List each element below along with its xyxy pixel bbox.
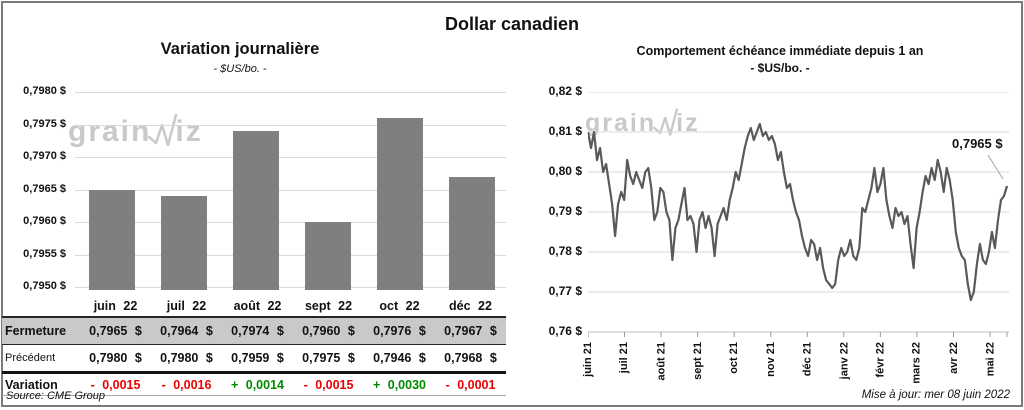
- bar: [89, 189, 135, 290]
- source-note: Source: CME Group: [6, 390, 106, 402]
- table-cell: - 0,0001: [445, 377, 496, 392]
- table-cell: 0,7975 $: [302, 351, 355, 365]
- line-chart-subtitle: - $US/bo. -: [750, 61, 810, 75]
- line-y-axis-label: 0,80 $: [548, 164, 582, 178]
- grainwiz-watermark: grain iz: [68, 112, 203, 149]
- line-x-axis-label: nov 21: [764, 342, 777, 377]
- table-cell: 0,7974 $: [231, 324, 284, 338]
- watermark-text: iz: [175, 115, 203, 148]
- month-header: déc 22: [449, 298, 492, 313]
- bar-y-axis-label: 0,7950 $: [23, 280, 66, 293]
- bar-gridline: [75, 92, 506, 93]
- page-title: Dollar canadien: [444, 14, 580, 34]
- last-value-annotation: 0,7965 $: [952, 136, 1003, 151]
- update-note: Mise à jour: mer 08 juin 2022: [861, 389, 1010, 401]
- bar-gridline: [75, 157, 506, 159]
- line-y-axis-label: 0,78 $: [548, 244, 582, 258]
- bar-gridline: [75, 222, 506, 224]
- month-header: juil 22: [166, 298, 207, 313]
- bar: [233, 131, 279, 290]
- bar: [449, 176, 495, 290]
- bar-gridline: [75, 189, 506, 191]
- bar-gridline: [75, 254, 506, 256]
- month-header: oct 22: [379, 298, 420, 313]
- line-x-axis-label: oct 21: [728, 342, 741, 374]
- line-y-axis-label: 0,81 $: [548, 124, 582, 138]
- table-row: Précédent 0,7980 $ 0,7980 $ 0,7959 $ 0,7975 …: [2, 345, 506, 374]
- month-header: sept 22: [304, 298, 353, 313]
- table-cell: 0,7968 $: [444, 351, 497, 365]
- line-y-axis-label: 0,82 $: [548, 84, 582, 98]
- line-x-axis-label: mai 22: [984, 342, 996, 377]
- table-cell: 0,7964 $: [160, 324, 213, 338]
- annotation-leader-line: [987, 154, 1004, 180]
- bar-y-axis-label: 0,7955 $: [23, 247, 66, 260]
- month-header: juin 22: [93, 298, 138, 313]
- bar-gridline: [75, 124, 506, 126]
- table-row: Variation - 0,0015 - 0,0016 + 0,0014 - 0,001…: [2, 374, 506, 396]
- line-chart-title: Comportement échéance immédiate depuis 1…: [636, 44, 924, 58]
- row-label: Fermeture: [5, 324, 67, 338]
- bar-chart-title: Variation journalière: [160, 40, 320, 58]
- bar-y-axis-label: 0,7960 $: [23, 215, 66, 228]
- line-x-axis-label: juin 21: [582, 342, 594, 377]
- table-cell: + 0,0030: [372, 377, 426, 392]
- line-x-axis-label: sept 21: [691, 342, 704, 380]
- row-label: Précédent: [5, 352, 56, 364]
- line-y-axis-label: 0,79 $: [548, 204, 582, 218]
- table-cell: 0,7980 $: [89, 351, 142, 365]
- table-cell: 0,7959 $: [231, 351, 284, 365]
- table-cell: - 0,0015: [90, 377, 141, 392]
- watermark-text: iz: [676, 109, 700, 137]
- month-header: août 22: [233, 298, 282, 313]
- table-cell: 0,7980 $: [160, 351, 213, 365]
- bar: [305, 222, 351, 290]
- table-corner-cell: [2, 295, 80, 316]
- watermark-text: grain: [68, 115, 152, 148]
- bar: [377, 118, 423, 290]
- table-cell: - 0,0015: [303, 377, 354, 392]
- bar-y-axis-label: 0,7980 $: [23, 85, 66, 97]
- bar-y-axis-label: 0,7965 $: [23, 182, 66, 195]
- line-x-axis-label: févr 22: [874, 342, 887, 378]
- line-y-axis-label: 0,77 $: [548, 284, 582, 298]
- bar-gridline: [75, 287, 506, 289]
- price-line-series: [588, 122, 1009, 302]
- line-x-axis-label: juil 21: [618, 342, 631, 374]
- bar-chart-plot: [75, 92, 506, 290]
- line-y-axis-label: 0,76 $: [548, 324, 582, 338]
- price-table: juin 22 juil 22 août 22 sept 22 oct 22 déc 22…: [2, 295, 506, 396]
- table-cell: - 0,0016: [161, 377, 212, 392]
- table-cell: + 0,0014: [230, 377, 284, 392]
- bar-chart-subtitle: - $US/bo. -: [213, 63, 267, 75]
- table-cell: 0,7946 $: [373, 351, 426, 365]
- line-x-axis-label: août 21: [655, 342, 668, 381]
- line-x-axis-label: déc 21: [801, 342, 814, 377]
- bar: [161, 196, 207, 290]
- table-cell: 0,7967 $: [444, 324, 497, 338]
- line-x-axis-label: janv 22: [837, 342, 850, 380]
- zigzag-logo-icon: [653, 108, 679, 136]
- line-x-axis-label: avr 22: [947, 342, 960, 374]
- table-cell: 0,7976 $: [373, 324, 426, 338]
- bar-y-axis-label: 0,7970 $: [23, 150, 66, 163]
- table-row: Fermeture 0,7965 $ 0,7964 $ 0,7974 $ 0,7960 …: [2, 318, 506, 345]
- line-x-axis-label: mars 22: [910, 342, 923, 384]
- table-header-row: juin 22 juil 22 août 22 sept 22 oct 22 déc 22: [2, 295, 506, 318]
- bar-y-axis-label: 0,7975 $: [23, 117, 66, 130]
- table-cell: 0,7965 $: [89, 324, 142, 338]
- table-cell: 0,7960 $: [302, 324, 355, 338]
- row-label: Variation: [5, 377, 58, 392]
- line-chart-plot: [588, 92, 1009, 337]
